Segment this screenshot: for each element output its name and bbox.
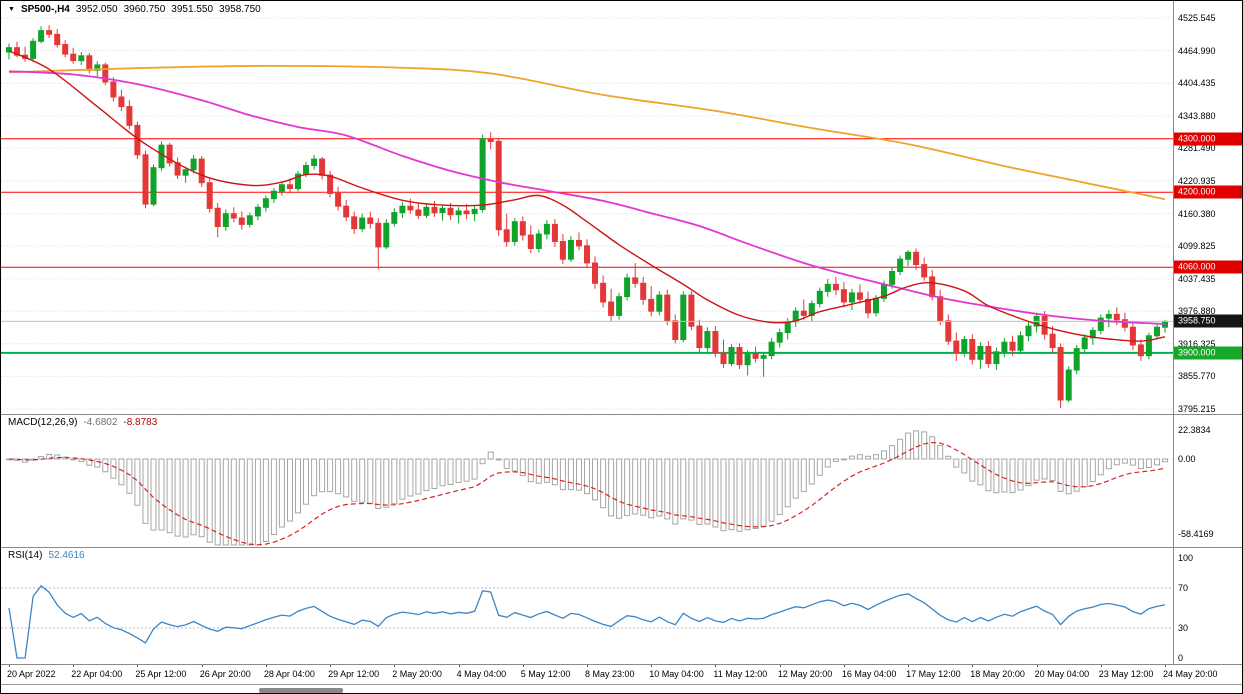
macd-main-value: -4.6802	[83, 417, 118, 428]
time-axis-label: 8 May 23:00	[585, 669, 635, 679]
time-axis-tick	[972, 664, 974, 667]
candlestick-series	[6, 25, 1168, 408]
time-axis-tick	[1036, 664, 1038, 667]
macd-header: MACD(12,26,9) -4.6802 -8.8783	[8, 417, 157, 428]
price-axis-label: 4037.435	[1178, 273, 1216, 284]
rsi-canvas[interactable]	[1, 547, 1173, 664]
macd-axis-label: 22.3834	[1178, 425, 1211, 436]
rsi-title: RSI(14)	[8, 550, 43, 561]
price-chart-panel[interactable]: ▼ SP500-,H4 3952.050 3960.750 3951.550 3…	[1, 1, 1173, 414]
macd-panel[interactable]: MACD(12,26,9) -4.6802 -8.8783	[1, 414, 1173, 547]
price-axis-label: 4525.545	[1178, 13, 1216, 23]
price-axis-label: 4220.935	[1178, 175, 1216, 186]
price-axis[interactable]: 4525.545 4464.990 4404.435 4343.880 4281.490…	[1174, 1, 1242, 664]
panel-separator[interactable]	[1, 547, 1242, 548]
time-axis-tick	[9, 664, 10, 667]
price-axis-label: 3976.880	[1178, 306, 1216, 317]
price-axis-label: 4281.490	[1178, 143, 1216, 154]
macd-histogram	[6, 430, 1168, 546]
close-value: 3958.750	[219, 4, 261, 15]
time-axis-tick	[394, 664, 396, 667]
price-axis-label: 4464.990	[1178, 45, 1216, 56]
current-price-chip: 3958.750	[1174, 314, 1242, 328]
time-axis-label: 26 Apr 20:00	[199, 669, 251, 679]
time-axis-label: 11 May 12:00	[713, 669, 768, 679]
hline-price-chip: 4300.000	[1174, 132, 1242, 146]
time-axis-label: 20 May 04:00	[1034, 669, 1090, 679]
macd-signal-line	[8, 441, 1166, 546]
time-axis-label: 17 May 12:00	[906, 669, 961, 679]
panel-separator[interactable]	[1, 414, 1242, 415]
rsi-panel[interactable]: RSI(14) 52.4616	[1, 547, 1173, 664]
price-axis-label: 3795.215	[1178, 404, 1216, 414]
time-axis-tick	[1165, 664, 1166, 667]
axis-divider	[1173, 1, 1174, 664]
time-axis[interactable]: 20 Apr 2022 22 Apr 04:00 25 Apr 12:00 26 Ap…	[1, 664, 1242, 684]
time-axis-tick	[201, 664, 203, 667]
high-value: 3960.750	[123, 4, 166, 15]
ma-medium	[8, 70, 1166, 325]
time-axis-label: 20 Apr 2022	[7, 669, 56, 679]
time-axis-tick	[265, 664, 267, 667]
time-axis-tick	[843, 664, 845, 667]
time-axis-label: 10 May 04:00	[649, 669, 704, 679]
time-axis-tick	[73, 664, 75, 667]
rsi-header: RSI(14) 52.4616	[8, 550, 85, 561]
time-axis-tick	[779, 664, 781, 667]
time-axis-tick	[587, 664, 588, 667]
time-axis-label: 22 Apr 04:00	[71, 669, 123, 679]
time-axis-tick	[715, 664, 717, 667]
ma-slow	[8, 64, 1166, 201]
symbol-period-label: SP500-,H4	[20, 4, 70, 15]
time-axis-label: 24 May 20:00	[1163, 669, 1218, 679]
macd-axis-label: 0.00	[1178, 454, 1196, 464]
time-axis-label: 25 Apr 12:00	[135, 669, 187, 679]
macd-canvas[interactable]	[1, 414, 1173, 547]
price-chart-canvas[interactable]	[1, 1, 1173, 414]
rsi-axis-label: 70	[1178, 583, 1189, 593]
scrollbar-thumb[interactable]	[259, 688, 343, 693]
time-axis-tick	[908, 664, 910, 667]
rsi-axis-label: 100	[1178, 553, 1194, 563]
rsi-value: 52.4616	[48, 550, 85, 561]
price-axis-label: 4343.880	[1178, 110, 1216, 121]
time-axis-tick	[1100, 664, 1102, 667]
low-value: 3951.550	[171, 4, 214, 15]
time-axis-tick	[522, 664, 524, 667]
time-axis-tick	[330, 664, 332, 667]
rsi-axis-label: 30	[1178, 623, 1189, 633]
time-axis-label: 12 May 20:00	[777, 669, 833, 679]
rsi-line	[8, 584, 1166, 659]
price-axis-label: 4099.825	[1178, 241, 1216, 252]
time-axis-tick	[458, 664, 460, 667]
time-axis-label: 16 May 04:00	[841, 669, 897, 679]
chart-header: ▼ SP500-,H4 3952.050 3960.750 3951.550 3…	[8, 4, 261, 15]
hline-price-chip: 4060.000	[1174, 260, 1242, 274]
ma-fast	[8, 50, 1166, 342]
price-axis-label: 3916.325	[1178, 338, 1216, 349]
scrollbar[interactable]	[1, 684, 1242, 693]
time-axis-label: 18 May 20:00	[970, 669, 1025, 679]
macd-signal-value: -8.8783	[123, 417, 158, 428]
price-axis-label: 4160.380	[1178, 208, 1216, 219]
time-axis-tick	[137, 664, 139, 667]
hline-price-chip: 3900.000	[1174, 346, 1242, 360]
time-axis-label: 5 May 12:00	[520, 669, 571, 679]
rsi-axis-label: 0	[1178, 653, 1184, 663]
price-axis-label: 3855.770	[1178, 371, 1216, 382]
panel-separator	[1, 664, 1242, 665]
time-axis-tick	[651, 664, 653, 667]
window-marker-icon[interactable]: ▼	[8, 6, 15, 13]
time-axis-label: 28 Apr 04:00	[263, 669, 315, 679]
hline-price-chip: 4200.000	[1174, 185, 1242, 199]
macd-axis-label: -58.4169	[1178, 529, 1214, 539]
time-axis-label: 23 May 12:00	[1098, 669, 1154, 679]
time-axis-label: 2 May 20:00	[392, 669, 442, 679]
time-axis-label: 29 Apr 12:00	[328, 669, 380, 679]
price-axis-label: 4404.435	[1178, 78, 1216, 89]
time-axis-label: 4 May 04:00	[456, 669, 507, 679]
open-value: 3952.050	[75, 4, 118, 15]
macd-title: MACD(12,26,9)	[8, 417, 78, 428]
